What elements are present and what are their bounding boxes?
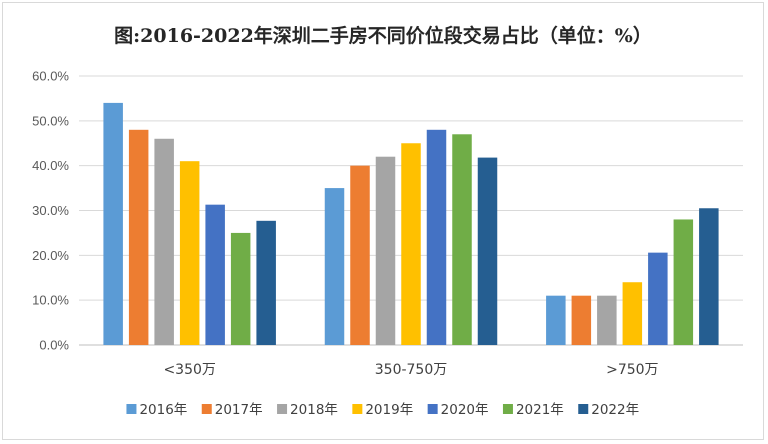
y-tick-label: 0.0% <box>39 338 69 353</box>
bar-2018年-1 <box>375 156 396 345</box>
legend-label: 2021年 <box>516 402 564 418</box>
bar-2022年-2 <box>699 208 719 345</box>
x-axis: <350万 350-750万 >750万 <box>163 362 658 378</box>
bar-2018年-0 <box>154 138 174 345</box>
bar-2017年-2 <box>571 295 592 345</box>
legend-swatch <box>201 404 212 414</box>
category-label: >750万 <box>606 362 658 378</box>
bar-2022年-1 <box>477 157 498 345</box>
y-tick-label: 20.0% <box>32 248 69 263</box>
bar-2016年-1 <box>324 188 345 345</box>
bar-2016年-2 <box>546 295 566 345</box>
bar-chart: 图:2016-2022年深圳二手房不同价位段交易占比（单位：%） 0.0% 10.… <box>32 24 743 418</box>
category-label: <350万 <box>163 362 215 378</box>
y-tick-label: 50.0% <box>32 113 69 128</box>
y-tick-label: 10.0% <box>32 293 69 308</box>
legend-label: 2019年 <box>365 402 413 418</box>
bar-2019年-1 <box>401 143 421 345</box>
legend-swatch <box>277 404 288 414</box>
legend-swatch <box>427 404 438 414</box>
legend-label: 2018年 <box>290 402 338 418</box>
bar-2019年-2 <box>622 282 643 345</box>
y-tick-label: 30.0% <box>32 203 69 218</box>
bar-2017年-1 <box>350 165 370 345</box>
category-label: 350-750万 <box>375 362 448 378</box>
bar-2021年-2 <box>673 219 694 345</box>
legend-swatch <box>578 404 589 414</box>
bar-2020年-0 <box>205 204 225 345</box>
legend-label: 2022年 <box>591 402 639 418</box>
legend-label: 2017年 <box>215 402 263 418</box>
bar-2020年-1 <box>426 129 447 345</box>
bar-2020年-2 <box>648 252 668 345</box>
bar-2022年-0 <box>256 220 276 345</box>
legend-swatch <box>502 404 513 414</box>
y-tick-label: 60.0% <box>32 69 69 84</box>
bar-2016年-0 <box>103 102 123 346</box>
bar-2019年-0 <box>179 161 200 345</box>
chart-title: 图:2016-2022年深圳二手房不同价位段交易占比（单位：%） <box>114 24 652 47</box>
legend: 2016年 2017年 2018年 2019年 2020年 2021年 2022年 <box>126 402 639 418</box>
bar-2021年-0 <box>230 232 251 345</box>
bar-2018年-2 <box>597 295 617 345</box>
legend-swatch <box>352 404 363 414</box>
legend-label: 2020年 <box>441 402 489 418</box>
bar-2021年-1 <box>452 134 472 345</box>
legend-swatch <box>126 404 137 414</box>
bar-2017年-0 <box>128 129 149 345</box>
y-tick-label: 40.0% <box>32 158 69 173</box>
legend-label: 2016年 <box>139 402 187 418</box>
chart-frame: 图:2016-2022年深圳二手房不同价位段交易占比（单位：%） 0.0% 10.… <box>2 2 764 440</box>
y-axis: 0.0% 10.0% 20.0% 30.0% 40.0% 50.0% 60.0% <box>32 69 69 353</box>
bars <box>103 102 719 346</box>
